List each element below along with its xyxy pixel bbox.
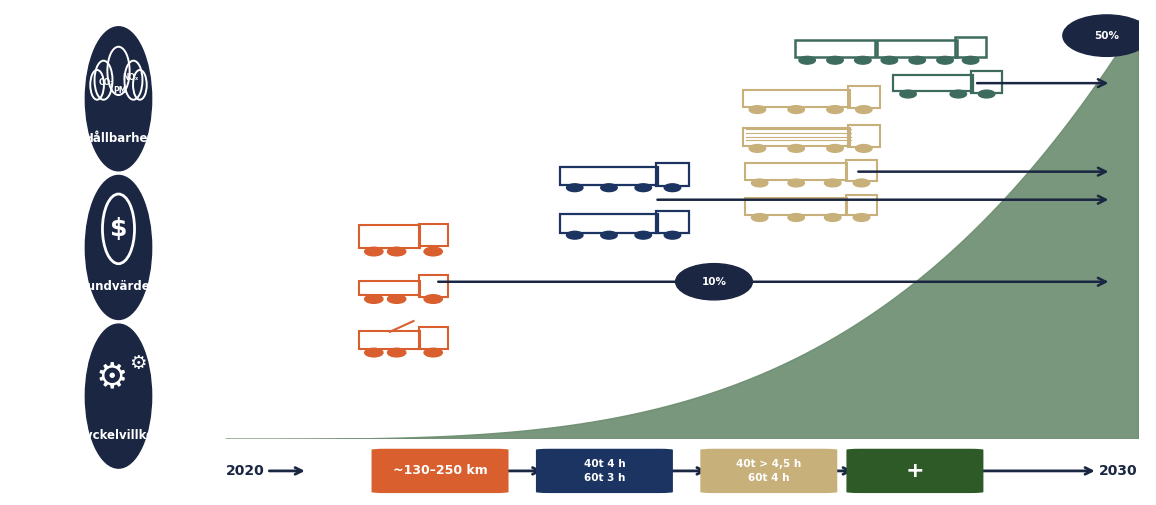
- Circle shape: [788, 214, 805, 221]
- Circle shape: [853, 179, 869, 187]
- Circle shape: [824, 214, 840, 221]
- Circle shape: [635, 184, 652, 191]
- Circle shape: [364, 348, 383, 357]
- Text: Kundvärden: Kundvärden: [79, 280, 158, 293]
- Circle shape: [424, 247, 443, 256]
- Text: Nyckelvillkor: Nyckelvillkor: [76, 429, 161, 442]
- Text: $: $: [110, 217, 127, 241]
- FancyBboxPatch shape: [701, 449, 837, 493]
- Circle shape: [424, 348, 443, 357]
- Circle shape: [881, 57, 897, 64]
- Text: Hållbarhet: Hållbarhet: [83, 132, 154, 145]
- Circle shape: [665, 231, 681, 239]
- Circle shape: [854, 57, 872, 64]
- Circle shape: [424, 295, 443, 304]
- Circle shape: [788, 106, 805, 114]
- Circle shape: [387, 295, 406, 304]
- Circle shape: [364, 247, 383, 256]
- Circle shape: [827, 106, 843, 114]
- Text: 50%: 50%: [1095, 31, 1119, 40]
- FancyBboxPatch shape: [371, 449, 509, 493]
- Circle shape: [855, 144, 872, 153]
- Text: 2030: 2030: [1099, 464, 1138, 478]
- Circle shape: [751, 214, 768, 221]
- Circle shape: [566, 184, 583, 191]
- Circle shape: [950, 90, 966, 98]
- Text: 40t 4 h
60t 3 h: 40t 4 h 60t 3 h: [584, 460, 625, 482]
- Text: 40t > 4,5 h
60t 4 h: 40t > 4,5 h 60t 4 h: [736, 460, 801, 482]
- Text: +: +: [905, 461, 925, 481]
- Circle shape: [909, 57, 926, 64]
- Circle shape: [86, 324, 151, 468]
- Circle shape: [364, 295, 383, 304]
- FancyBboxPatch shape: [846, 449, 984, 493]
- Circle shape: [566, 231, 583, 239]
- FancyBboxPatch shape: [536, 449, 673, 493]
- Circle shape: [978, 90, 995, 98]
- Circle shape: [751, 179, 768, 187]
- Text: CO₂: CO₂: [99, 78, 114, 87]
- Text: NOₓ: NOₓ: [123, 73, 139, 82]
- Circle shape: [936, 57, 954, 64]
- Text: ~130–250 km: ~130–250 km: [393, 465, 488, 477]
- Circle shape: [799, 57, 815, 64]
- Circle shape: [675, 264, 753, 300]
- Circle shape: [788, 144, 805, 153]
- Polygon shape: [225, 21, 1139, 439]
- Circle shape: [855, 106, 872, 114]
- Circle shape: [749, 144, 765, 153]
- Circle shape: [387, 247, 406, 256]
- Circle shape: [387, 348, 406, 357]
- Circle shape: [1062, 15, 1150, 57]
- Circle shape: [788, 179, 805, 187]
- Circle shape: [601, 184, 617, 191]
- Text: 10%: 10%: [702, 277, 726, 287]
- Circle shape: [601, 231, 617, 239]
- Circle shape: [899, 90, 917, 98]
- Circle shape: [665, 184, 681, 191]
- Circle shape: [824, 179, 840, 187]
- Circle shape: [853, 214, 869, 221]
- Text: PM: PM: [113, 86, 126, 95]
- Text: 2020: 2020: [227, 464, 265, 478]
- Circle shape: [749, 106, 765, 114]
- Circle shape: [86, 27, 151, 171]
- Circle shape: [86, 175, 151, 320]
- Circle shape: [827, 144, 843, 153]
- Text: ⚙: ⚙: [129, 354, 147, 373]
- Circle shape: [635, 231, 652, 239]
- Circle shape: [963, 57, 979, 64]
- Text: ⚙: ⚙: [96, 361, 128, 394]
- Circle shape: [827, 57, 843, 64]
